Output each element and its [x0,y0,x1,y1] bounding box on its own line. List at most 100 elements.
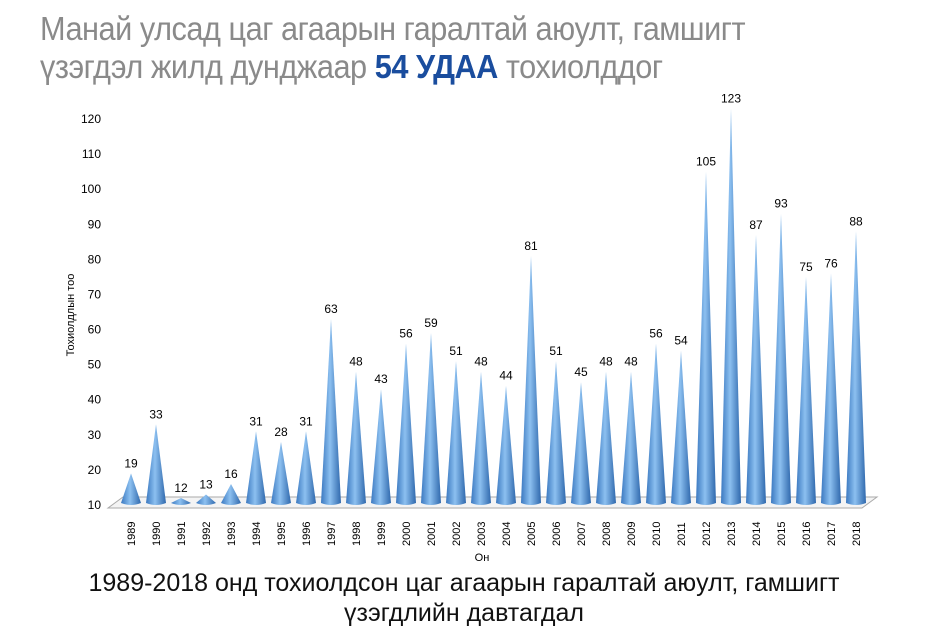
y-tick-label: 50 [88,358,102,372]
headline-text-end: тохиолддог [505,48,663,85]
data-label: 43 [374,372,388,386]
x-tick-label: 2013 [726,522,738,546]
x-tick-label: 2008 [601,522,613,546]
headline-line-1: Манай улсад цаг агаарын гаралтай аюулт, … [40,10,746,47]
data-label: 63 [324,302,338,316]
y-tick-label: 10 [88,498,102,512]
cone-bar [321,319,341,505]
x-tick-label: 1992 [201,522,213,546]
data-label: 28 [274,425,288,439]
data-label: 105 [696,155,716,169]
caption-line-1: 1989-2018 онд тохиолдсон цаг агаарын гар… [88,569,840,597]
data-label: 48 [474,355,488,369]
data-label: 87 [749,218,763,232]
caption-line-2: үзэгдлийн давтагдал [344,599,584,627]
data-label: 31 [299,414,313,428]
chart-caption: 1989-2018 онд тохиолдсон цаг агаарын гар… [0,568,928,628]
cone-bar [821,273,841,505]
cone-bar [696,171,716,506]
cone-bar [471,371,491,505]
cone-bar [546,361,566,505]
x-tick-label: 2001 [426,522,438,546]
y-tick-label: 120 [81,112,101,126]
x-tick-label: 1997 [326,522,338,546]
cone-bar [771,213,791,505]
cone-bar [246,431,266,505]
data-label: 56 [649,327,663,341]
x-tick-label: 2007 [576,522,588,546]
data-label: 75 [799,260,813,274]
x-tick-label: 2000 [401,522,413,546]
cone-bar [196,494,216,505]
x-tick-label: 2003 [476,522,488,546]
x-tick-label: 1993 [226,522,238,546]
y-axis-label: Тохиолдлын тоо [65,274,77,357]
data-label: 93 [774,197,788,211]
cone-bar [396,343,416,505]
y-tick-label: 70 [88,287,102,301]
x-tick-label: 2005 [526,522,538,546]
y-tick-label: 30 [88,428,102,442]
x-tick-label: 2015 [776,522,788,546]
data-label: 33 [149,407,163,421]
x-tick-label: 1989 [126,522,138,546]
data-label: 59 [424,316,438,330]
cone-bar [621,371,641,505]
y-tick-label: 60 [88,323,102,337]
data-label: 12 [174,481,188,495]
cone-bar [171,497,191,505]
y-tick-label: 40 [88,393,102,407]
data-label: 45 [574,365,588,379]
headline-text: үзэгдэл жилд дунджаар [40,48,367,85]
cone-bar [596,371,616,505]
x-tick-label: 2006 [551,522,563,546]
x-tick-label: 2014 [751,522,763,546]
cone-bar [571,382,591,505]
cone-bar [846,231,866,506]
x-tick-label: 1995 [276,522,288,546]
y-tick-label: 100 [81,182,101,196]
data-label: 13 [199,477,213,491]
x-tick-label: 1991 [176,522,188,546]
data-label: 44 [499,369,513,383]
chart-headline: Манай улсад цаг агаарын гаралтай аюулт, … [40,10,746,86]
cone-bar [371,389,391,505]
cone-bar [421,333,441,505]
cone-bar [721,108,741,506]
cone-bar [121,473,141,505]
cone-bar [221,483,241,505]
cone-bar [446,361,466,505]
x-axis-label: Он [475,552,490,564]
y-tick-label: 110 [82,147,101,161]
cone-bar [496,385,516,505]
data-label: 76 [824,256,838,270]
cone-bar [796,276,816,505]
cone-bar [346,371,366,505]
data-label: 51 [549,344,563,358]
x-tick-label: 1999 [376,522,388,546]
cone-bar [671,350,691,505]
y-tick-label: 80 [88,252,102,266]
cone-bar [646,343,666,505]
x-tick-label: 2011 [676,522,688,546]
y-tick-label: 90 [88,217,102,231]
y-tick-label: 20 [88,463,102,477]
cone-bar [271,441,291,505]
headline-highlight: 54 УДАА [374,48,499,85]
data-label: 123 [721,91,741,105]
x-tick-label: 2017 [826,522,838,546]
data-label: 56 [399,327,413,341]
data-label: 48 [624,355,638,369]
x-tick-label: 2016 [801,522,813,546]
data-label: 88 [849,214,863,228]
cone-bar [146,424,166,505]
x-tick-label: 2009 [626,522,638,546]
x-tick-label: 2002 [451,522,463,546]
headline-line-2: үзэгдэл жилд дунджаар 54 УДАА тохиолддог [40,48,745,86]
x-tick-label: 2004 [501,522,513,546]
cone-bar [746,234,766,506]
x-tick-label: 1990 [151,522,163,546]
data-label: 48 [599,355,613,369]
data-label: 16 [224,467,238,481]
x-tick-label: 1996 [301,522,313,546]
